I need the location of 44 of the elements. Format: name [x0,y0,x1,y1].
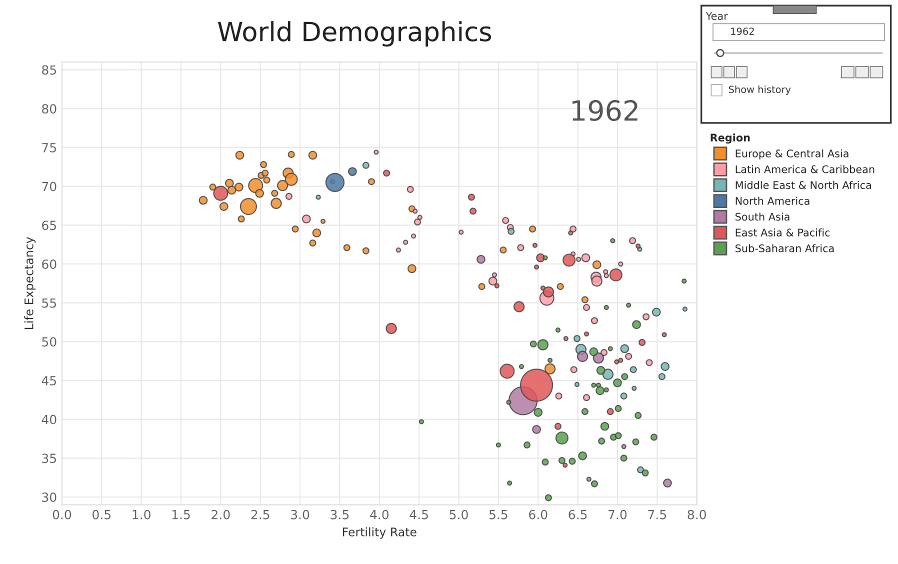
y-tick-label: 60 [42,259,56,269]
x-tick-label: 2.0 [212,510,230,520]
y-tick-label: 85 [42,65,56,75]
legend-title: Region [710,133,750,144]
y-tick-label: 45 [42,376,56,386]
text: Year [706,12,728,20]
legend-label: Europe & Central Asia [736,149,848,160]
text: Show history [728,86,791,95]
x-tick-label: 6.5 [568,510,587,520]
y-tick-label: 75 [42,143,56,152]
x-tick-label: 0.5 [92,510,110,520]
x-tick-label: 3.5 [330,510,349,520]
x-tick-label: 5.0 [450,510,468,520]
legend-label: East Asia & Pacific [736,228,830,236]
x-tick-label: 4.5 [410,510,428,520]
text: 1962 [731,28,754,35]
y-tick-label: 70 [42,182,56,192]
x-tick-label: 8.0 [688,510,706,520]
y-tick-label: 30 [42,492,56,502]
legend-label: Latin America & Caribbean [736,165,874,174]
chart-title: World Demographics [218,21,492,47]
y-tick-label: 35 [42,454,56,464]
y-tick-label: 40 [42,414,56,424]
x-tick-label: 4.0 [370,510,389,520]
y-axis-title: Life Expectancy [24,236,36,330]
y-tick-label: 55 [42,298,56,308]
legend-label: Middle East & North Africa [736,180,871,190]
x-tick-label: 6.0 [529,510,548,520]
legend-label: North America [736,196,810,205]
legend-label: Sub-Saharan Africa [736,244,834,252]
legend-label: South Asia [736,212,790,221]
y-tick-label: 80 [42,104,56,114]
x-axis-title: Fertility Rate [342,527,416,539]
y-tick-label: 50 [42,337,56,347]
x-tick-label: 1.5 [172,510,190,520]
x-tick-label: 7.0 [608,510,627,520]
x-tick-label: 3.0 [291,510,310,520]
x-tick-label: 5.5 [489,510,508,520]
x-tick-label: 2.5 [251,510,270,520]
annotation: 1962 [572,100,638,122]
x-tick-label: 1.0 [132,510,150,520]
y-tick-label: 65 [42,220,56,230]
x-tick-label: 0.0 [52,510,72,520]
x-tick-label: 7.5 [648,510,666,520]
